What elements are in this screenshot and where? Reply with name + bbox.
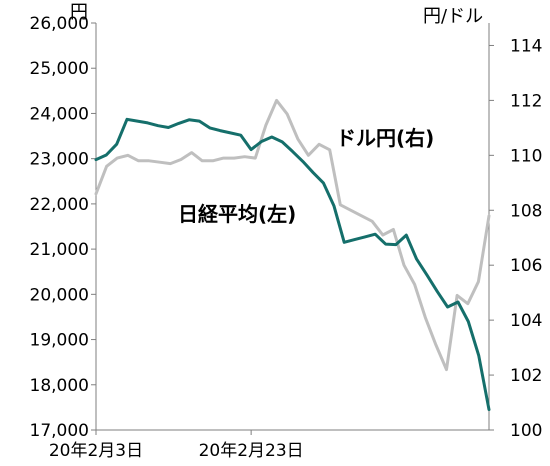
series-label-dollar-yen: ドル円(右): [336, 126, 434, 150]
chart-series: [94, 98, 491, 412]
chart-labels: ドル円(右) 日経平均(左) 円 円/ドル: [70, 2, 483, 226]
right-axis-unit: 円/ドル: [423, 6, 483, 27]
left-tick-label: 22,000: [30, 195, 89, 215]
right-tick-label: 110: [510, 146, 542, 166]
left-tick-label: 19,000: [30, 331, 89, 351]
left-tick-label: 25,000: [30, 59, 89, 79]
left-tick-label: 26,000: [30, 14, 89, 34]
right-tick-label: 114: [510, 36, 542, 56]
right-tick-label: 112: [510, 91, 542, 111]
series-line-nikkei: [94, 117, 491, 412]
right-tick-label: 108: [510, 201, 542, 221]
right-tick-label: 102: [510, 366, 542, 386]
chart-axes: 17,000 18,000 19,000 20,000 21,000 22,000 23,0…: [30, 14, 543, 461]
right-tick-label: 100: [510, 421, 542, 441]
x-tick-label: 20年2月3日: [49, 441, 143, 461]
right-tick-label: 104: [510, 311, 542, 331]
right-tick-label: 106: [510, 256, 542, 276]
left-axis-unit: 円: [70, 2, 88, 23]
left-tick-label: 17,000: [30, 421, 89, 441]
series-line-dollar-yen: [94, 98, 491, 372]
left-tick-label: 24,000: [30, 104, 89, 124]
left-tick-label: 21,000: [30, 240, 89, 260]
left-tick-label: 23,000: [30, 150, 89, 170]
left-tick-label: 18,000: [30, 376, 89, 396]
series-label-nikkei: 日経平均(左): [178, 202, 296, 226]
left-tick-label: 20,000: [30, 285, 89, 305]
x-tick-label: 20年2月23日: [199, 441, 304, 461]
